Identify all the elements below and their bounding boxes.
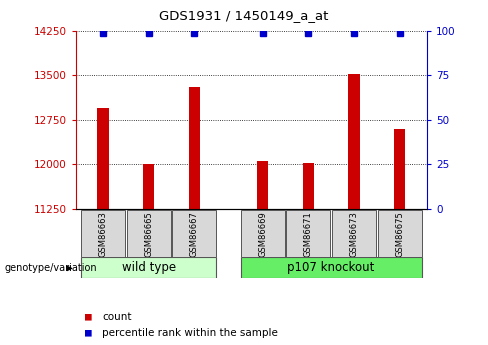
Text: p107 knockout: p107 knockout xyxy=(287,261,375,274)
Bar xyxy=(97,108,109,209)
Bar xyxy=(81,257,216,278)
Text: ■: ■ xyxy=(85,328,92,338)
Bar xyxy=(188,87,200,209)
Bar xyxy=(81,210,125,257)
Text: GSM86667: GSM86667 xyxy=(190,211,199,257)
Text: wild type: wild type xyxy=(122,261,176,274)
Bar xyxy=(348,74,360,209)
Text: GDS1931 / 1450149_a_at: GDS1931 / 1450149_a_at xyxy=(159,9,329,22)
Text: genotype/variation: genotype/variation xyxy=(5,264,98,273)
Text: GSM86673: GSM86673 xyxy=(349,211,359,257)
Bar xyxy=(241,257,422,278)
Text: GSM86663: GSM86663 xyxy=(99,211,107,257)
Bar xyxy=(241,210,285,257)
Bar xyxy=(378,210,422,257)
Bar xyxy=(332,210,376,257)
Bar xyxy=(257,161,268,209)
Bar xyxy=(286,210,330,257)
Text: GSM86671: GSM86671 xyxy=(304,211,313,257)
Text: percentile rank within the sample: percentile rank within the sample xyxy=(102,328,278,338)
Text: GSM86669: GSM86669 xyxy=(258,211,267,257)
Bar xyxy=(172,210,216,257)
Text: GSM86675: GSM86675 xyxy=(395,211,404,257)
Text: GSM86665: GSM86665 xyxy=(144,211,153,257)
Text: count: count xyxy=(102,312,132,322)
Text: ■: ■ xyxy=(85,312,92,322)
Bar xyxy=(394,129,406,209)
Bar xyxy=(143,164,154,209)
Bar xyxy=(127,210,170,257)
Bar xyxy=(303,163,314,209)
